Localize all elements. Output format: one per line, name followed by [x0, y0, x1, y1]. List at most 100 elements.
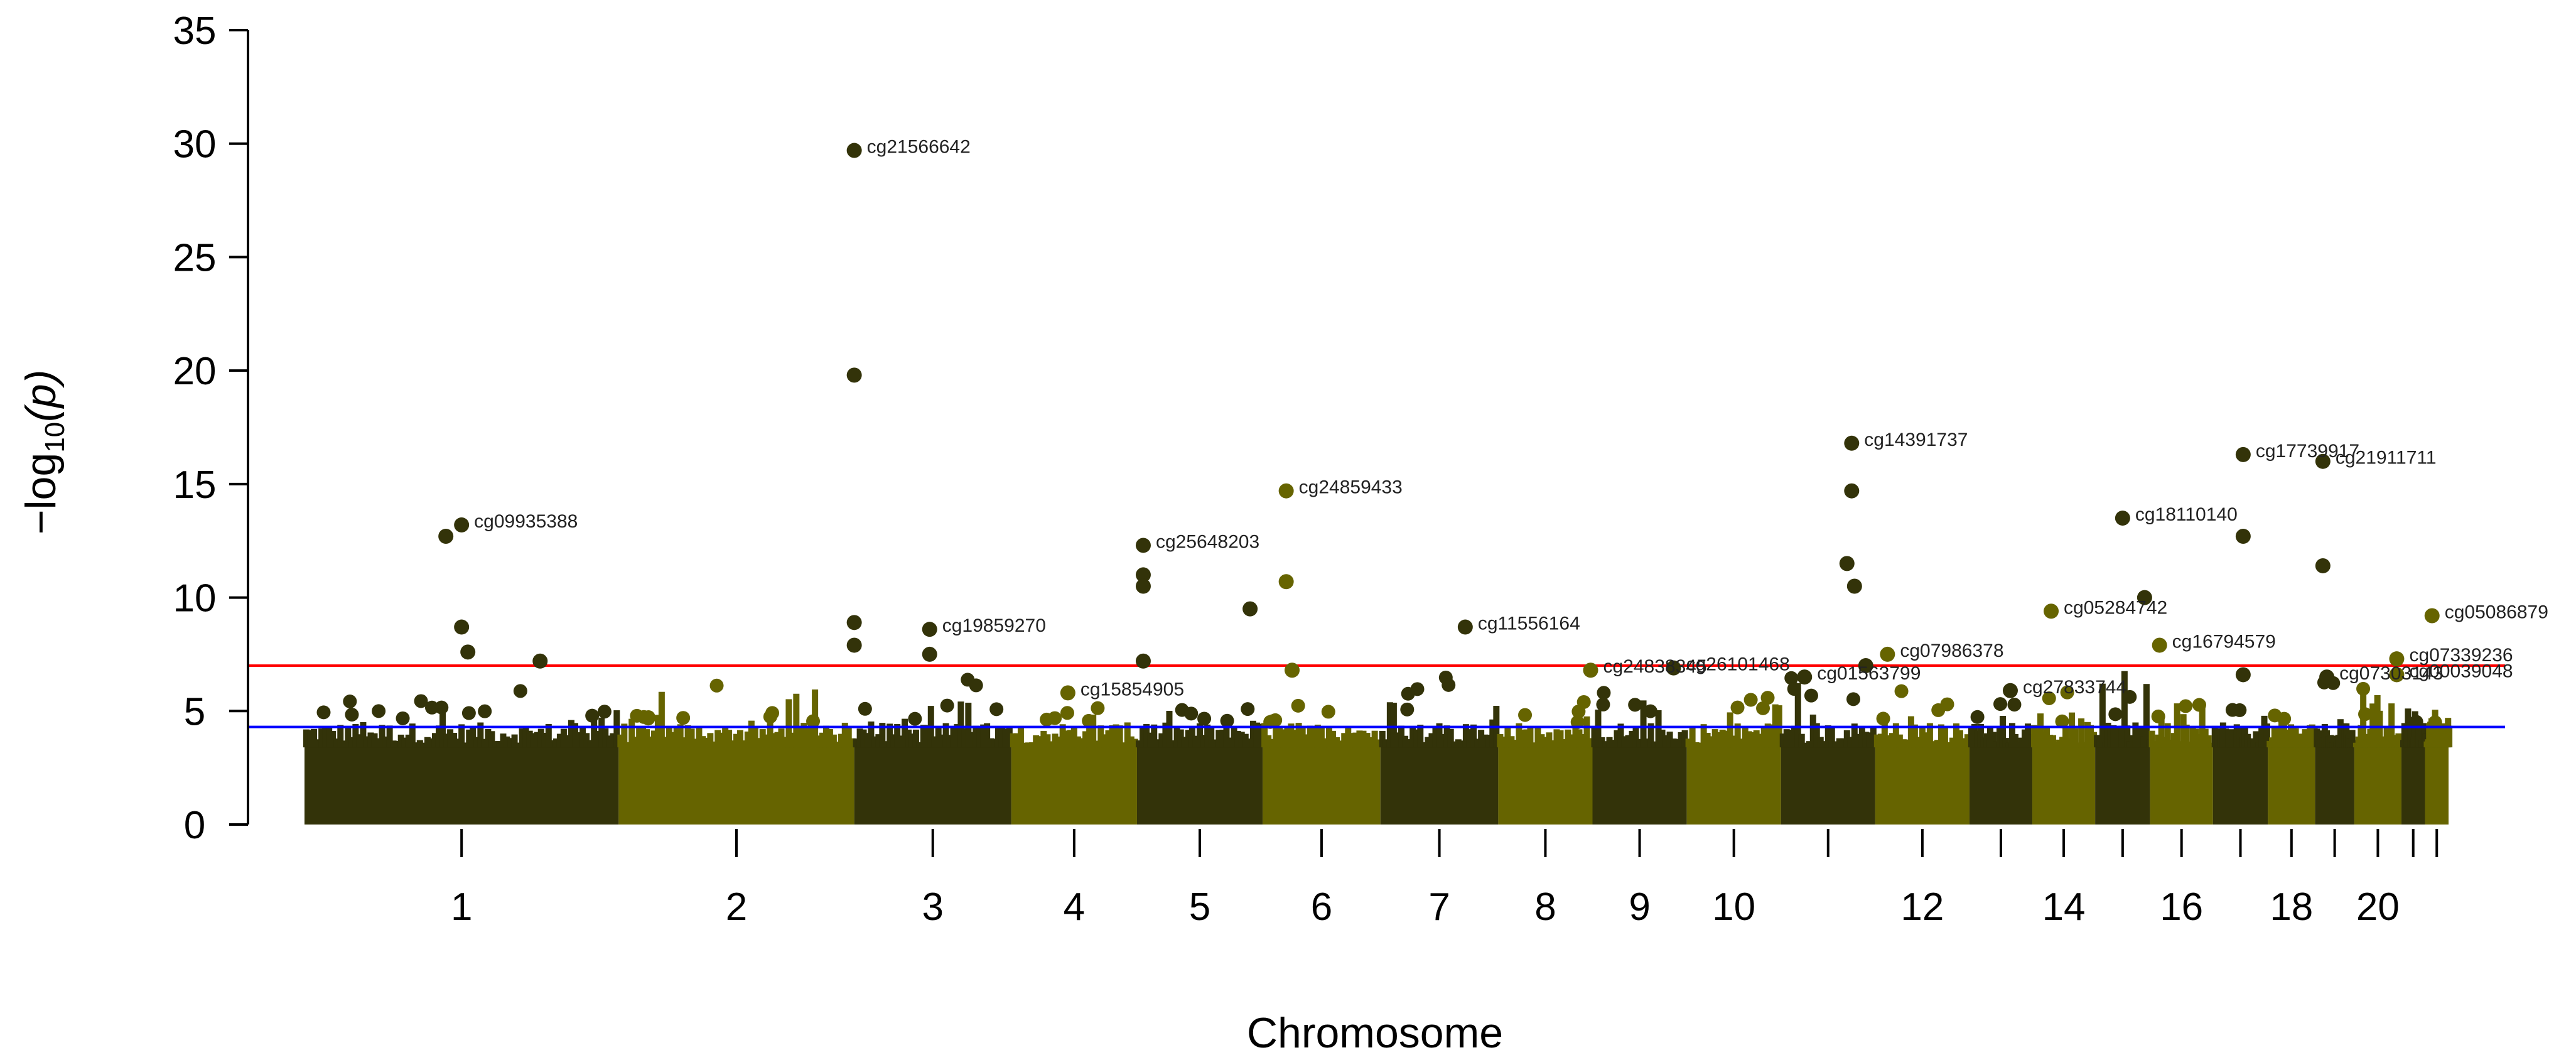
significant-point-34	[2152, 637, 2167, 653]
significant-point-43	[2424, 608, 2440, 624]
significant-point-26	[1839, 556, 1855, 571]
significant-point-23	[1797, 669, 1813, 685]
plot-area	[303, 670, 2453, 825]
chromosome-band-3	[853, 673, 1013, 825]
x-axis: 1 2 3 4 5 6 7 8 9 10 12 14 16 18 20	[451, 829, 2439, 929]
chromosome-band-20	[2352, 681, 2405, 825]
significant-point-39	[2315, 558, 2331, 573]
point-label-cg01563799: cg01563799	[1817, 663, 1921, 684]
chromosome-band-7	[1379, 670, 1500, 825]
y-axis-title: −log10(p)	[17, 370, 70, 535]
significant-point-28	[1858, 658, 1873, 673]
chromosome-band-1	[303, 684, 620, 825]
point-label-cg21911711: cg21911711	[2336, 448, 2437, 468]
significant-point-38	[2315, 453, 2331, 469]
x-tick-label-chr3: 3	[922, 885, 943, 929]
point-label-cg14391737: cg14391737	[1864, 430, 1968, 450]
x-tick-label-chr4: 4	[1064, 885, 1085, 929]
point-label-cg00039048: cg00039048	[2409, 661, 2513, 681]
significant-point-9	[922, 622, 937, 637]
point-label-cg09935388: cg09935388	[474, 511, 578, 532]
chromosome-band-2	[617, 678, 856, 825]
significant-point-25	[1844, 483, 1860, 499]
significant-point-12	[1135, 538, 1151, 553]
x-tick-label-chr16: 16	[2160, 885, 2203, 929]
significant-point-27	[1846, 578, 1862, 594]
x-tick-label-chr9: 9	[1629, 885, 1650, 929]
point-label-cg15854905: cg15854905	[1081, 679, 1184, 700]
significant-points	[438, 143, 2440, 701]
significant-point-31	[2044, 603, 2059, 619]
y-tick-label-5: 5	[184, 690, 205, 733]
x-tick-label-chr5: 5	[1189, 885, 1210, 929]
significant-point-7	[846, 615, 862, 630]
chromosome-band-5	[1135, 702, 1264, 825]
significant-point-1	[454, 517, 470, 533]
chromosome-band-22	[2423, 710, 2453, 825]
point-label-cg21566642: cg21566642	[867, 137, 971, 158]
significant-point-11	[1060, 685, 1075, 701]
x-tick-label-chr18: 18	[2270, 885, 2313, 929]
threshold-lines	[248, 664, 2505, 728]
x-tick-label-chr14: 14	[2042, 885, 2086, 929]
significant-point-8	[846, 637, 862, 653]
y-tick-label-25: 25	[173, 236, 217, 279]
chromosome-band-15	[2094, 671, 2153, 825]
significant-point-14	[1135, 578, 1151, 594]
significant-point-35	[2235, 446, 2251, 462]
y-tick-label-0: 0	[184, 804, 205, 847]
significant-point-10	[922, 646, 937, 662]
chromosome-band-11	[1779, 671, 1877, 825]
significant-point-2	[454, 619, 470, 635]
significant-point-30	[2002, 683, 2018, 698]
chromosome-band-17	[2211, 703, 2270, 825]
significant-point-37	[2235, 667, 2251, 683]
significant-point-40	[2319, 669, 2335, 685]
point-labels: cg09935388 cg21566642 cg19859270 cg15854905…	[474, 137, 2548, 700]
y-tick-label-35: 35	[173, 9, 217, 53]
point-label-cg24838345: cg24838345	[1603, 656, 1706, 677]
significant-point-13	[1135, 567, 1151, 583]
chromosome-band-12	[1873, 684, 1971, 825]
chromosome-band-16	[2148, 698, 2215, 825]
significant-point-29	[1880, 646, 1895, 662]
x-axis-title: Chromosome	[1247, 1009, 1503, 1057]
point-label-cg17739917: cg17739917	[2256, 441, 2359, 462]
significant-point-42	[2389, 667, 2405, 683]
chromosome-band-13	[1968, 697, 2035, 825]
y-axis-title-paren: (p)	[17, 370, 65, 422]
chromosome-band-8	[1497, 695, 1594, 825]
point-label-cg05086879: cg05086879	[2445, 602, 2548, 622]
x-tick-label-chr2: 2	[726, 885, 747, 929]
point-label-cg19859270: cg19859270	[942, 615, 1046, 636]
point-label-cg27833744: cg27833744	[2023, 677, 2126, 698]
x-tick-label-chr7: 7	[1428, 885, 1450, 929]
x-tick-label-chr10: 10	[1712, 885, 1755, 929]
y-tick-label-15: 15	[173, 463, 217, 507]
point-label-cg25648203: cg25648203	[1156, 531, 1259, 552]
point-label-cg07339236: cg07339236	[2409, 645, 2513, 666]
significant-point-20	[1457, 619, 1473, 635]
significant-point-6	[846, 367, 862, 383]
significant-point-32	[2115, 511, 2130, 526]
significant-point-19	[1285, 662, 1300, 678]
significant-point-41	[2389, 651, 2405, 667]
chromosome-band-9	[1591, 686, 1688, 825]
svg-text:−log10(p): −log10(p)	[17, 370, 70, 535]
chromosome-band-10	[1685, 691, 1782, 825]
y-axis-title-minus: −log	[17, 453, 65, 534]
significant-point-21	[1583, 662, 1598, 678]
significant-point-17	[1278, 483, 1294, 499]
y-tick-label-30: 30	[173, 123, 217, 166]
significant-point-33	[2137, 590, 2152, 605]
chromosome-band-4	[1010, 701, 1138, 825]
y-tick-label-20: 20	[173, 350, 217, 393]
x-tick-label-chr12: 12	[1900, 885, 1944, 929]
y-axis-title-sub: 10	[40, 422, 70, 453]
significant-point-3	[460, 644, 476, 660]
x-tick-label-chr20: 20	[2356, 885, 2400, 929]
chromosome-band-6	[1261, 698, 1382, 825]
significant-point-18	[1278, 574, 1294, 590]
point-label-cg07986378: cg07986378	[1900, 641, 2003, 661]
